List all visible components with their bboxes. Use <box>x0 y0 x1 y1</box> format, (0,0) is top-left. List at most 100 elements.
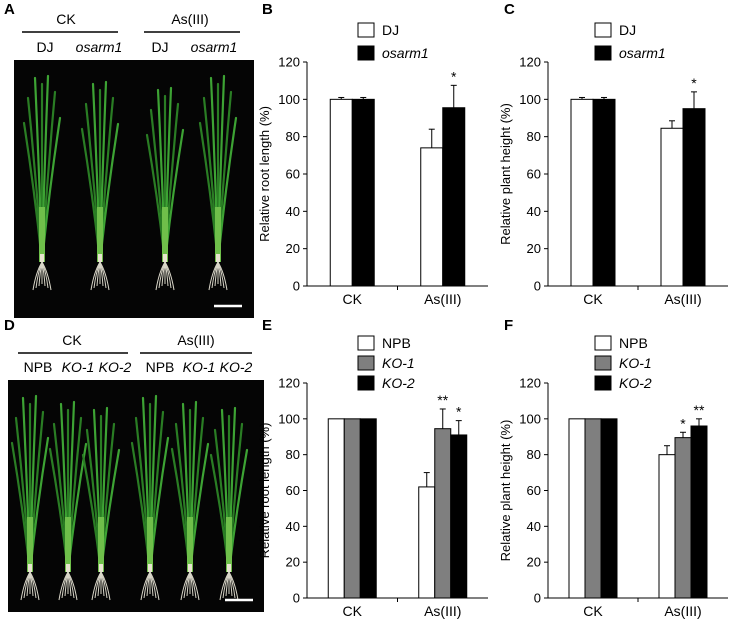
chart-c: 0 20 40 60 80 100 120 Relative plant height (%)… <box>498 22 728 307</box>
y-tick-label: 80 <box>286 447 300 462</box>
y-tick-label: 100 <box>519 92 541 107</box>
x-tick-label: As(III) <box>424 603 461 619</box>
significance-mark: * <box>680 415 686 431</box>
panel-letter-d: D <box>4 317 15 334</box>
root <box>149 571 160 601</box>
y-tick-label: 100 <box>278 411 300 426</box>
y-tick-label: 100 <box>519 411 541 426</box>
seedling <box>145 86 185 291</box>
x-tick-label: As(III) <box>424 291 461 307</box>
y-tick-label: 80 <box>286 129 300 144</box>
seedling <box>80 80 120 291</box>
a-genotype-osarm1-ck: osarm1 <box>76 39 123 55</box>
stem <box>97 207 103 262</box>
seedling <box>209 406 249 601</box>
d-group-ck-label: CK <box>62 332 82 348</box>
seedling <box>22 74 62 291</box>
bar-ko-2-1 <box>450 434 468 599</box>
significance-mark: * <box>451 68 457 84</box>
stem <box>162 207 168 262</box>
x-tick-label: CK <box>583 603 603 619</box>
root <box>67 571 78 601</box>
stem-base <box>188 564 192 572</box>
a-group-ck-label: CK <box>56 11 76 27</box>
y-axis-label: Relative root length (%) <box>257 106 272 242</box>
legend-label-ko-1: KO-1 <box>619 355 652 371</box>
y-tick-label: 0 <box>534 591 541 606</box>
stem-base <box>98 254 102 262</box>
chart-b: 0 20 40 60 80 100 120 Relative root length (%) C… <box>257 22 488 307</box>
y-tick-label: 40 <box>527 519 541 534</box>
seedling <box>170 400 210 601</box>
x-tick-label: As(III) <box>664 603 701 619</box>
bar-npb-0 <box>327 418 345 599</box>
legend-swatch-npb <box>594 335 612 351</box>
legend-swatch-osarm1 <box>357 45 375 61</box>
legend-label-osarm1: osarm1 <box>619 45 666 61</box>
root <box>100 571 111 601</box>
bar-npb-0 <box>568 418 586 599</box>
y-tick-label: 20 <box>527 555 541 570</box>
y-tick-label: 120 <box>278 376 300 391</box>
legend-label-npb: NPB <box>382 335 411 351</box>
stem-base <box>28 564 32 572</box>
panel-letter-f: F <box>504 317 513 334</box>
x-tick-label: As(III) <box>664 291 701 307</box>
legend-label-osarm1: osarm1 <box>382 45 429 61</box>
bar-ko-2-0 <box>359 418 377 599</box>
root <box>164 261 175 291</box>
root <box>189 571 200 601</box>
d-genotype-ko2-ck: KO-2 <box>99 359 132 375</box>
panel-letter-e: E <box>262 317 272 334</box>
y-axis-label: Relative plant height (%) <box>498 420 513 562</box>
bar-ko-1-1 <box>434 428 452 599</box>
stem <box>147 517 153 572</box>
y-tick-label: 120 <box>278 55 300 70</box>
y-tick-label: 20 <box>286 241 300 256</box>
d-genotype-npb-ck: NPB <box>24 359 53 375</box>
seedling <box>130 394 170 601</box>
root <box>99 261 110 291</box>
x-tick-label: CK <box>343 291 363 307</box>
root <box>217 261 228 291</box>
legend-label-dj: DJ <box>382 22 399 38</box>
a-genotype-dj-ck: DJ <box>36 39 53 55</box>
d-genotype-ko2-as: KO-2 <box>220 359 253 375</box>
stem-base <box>66 564 70 572</box>
y-tick-label: 40 <box>527 204 541 219</box>
y-tick-label: 60 <box>286 483 300 498</box>
y-tick-label: 60 <box>527 167 541 182</box>
bar-osarm1-1 <box>442 107 466 287</box>
y-tick-label: 80 <box>527 447 541 462</box>
legend-label-ko-2: KO-2 <box>619 375 652 391</box>
legend-swatch-dj <box>594 22 612 38</box>
stem-base <box>216 254 220 262</box>
seedling <box>81 406 121 601</box>
stem <box>215 207 221 262</box>
y-tick-label: 120 <box>519 55 541 70</box>
a-group-as-label: As(III) <box>171 11 208 27</box>
a-genotype-osarm1-as: osarm1 <box>191 39 238 55</box>
y-tick-label: 40 <box>286 519 300 534</box>
y-axis-label: Relative plant height (%) <box>498 103 513 245</box>
legend-label-ko-2: KO-2 <box>382 375 415 391</box>
bar-ko-2-0 <box>600 418 618 599</box>
legend-label-dj: DJ <box>619 22 636 38</box>
legend-swatch-ko-2 <box>357 375 375 391</box>
d-genotype-ko1-ck: KO-1 <box>62 359 95 375</box>
legend-swatch-ko-2 <box>594 375 612 391</box>
y-tick-label: 60 <box>286 167 300 182</box>
root <box>29 571 40 601</box>
chart-e: 0 20 40 60 80 100 120 Relative root length (%) C… <box>257 335 488 619</box>
stem-base <box>227 564 231 572</box>
bar-ko-2-1 <box>690 425 708 599</box>
stem-base <box>148 564 152 572</box>
legend-label-ko-1: KO-1 <box>382 355 415 371</box>
panel-letter-c: C <box>504 1 515 18</box>
stem-base <box>99 564 103 572</box>
root <box>228 571 239 601</box>
stem-base <box>40 254 44 262</box>
panel-letter-a: A <box>4 1 15 18</box>
y-tick-label: 120 <box>519 376 541 391</box>
